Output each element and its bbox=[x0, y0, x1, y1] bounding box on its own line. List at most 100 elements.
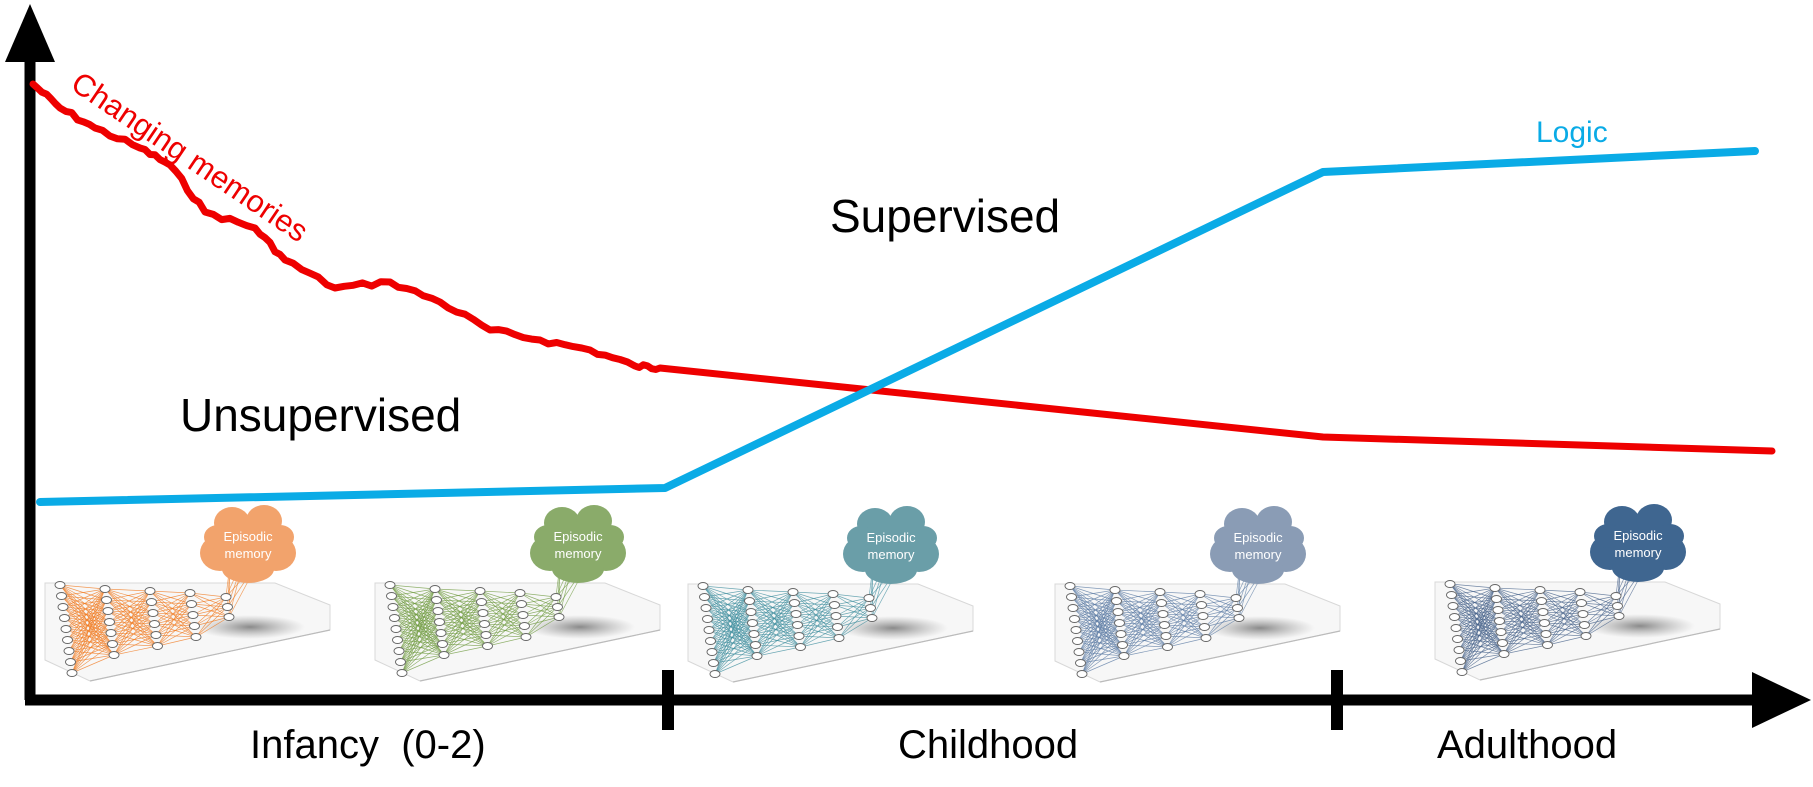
network-node bbox=[1453, 646, 1465, 654]
network-edge bbox=[1496, 589, 1541, 600]
network-node bbox=[480, 631, 492, 639]
network-node bbox=[152, 642, 163, 650]
network-edge bbox=[1116, 591, 1161, 602]
network-node bbox=[1612, 602, 1623, 610]
network-edge bbox=[1167, 615, 1204, 648]
network-edge bbox=[1204, 617, 1240, 628]
network-edge bbox=[1579, 591, 1618, 607]
network-edge bbox=[832, 593, 873, 619]
network-node bbox=[832, 623, 843, 631]
episodic-label-line1: Episodic bbox=[866, 530, 916, 545]
network-edge bbox=[838, 617, 873, 639]
network-node bbox=[1491, 595, 1502, 603]
network-edge bbox=[794, 593, 834, 604]
network-node bbox=[389, 614, 400, 622]
network-node bbox=[1542, 641, 1553, 649]
episodic-label-line1: Episodic bbox=[1613, 528, 1663, 543]
network-edge bbox=[525, 616, 560, 638]
network-node bbox=[1160, 632, 1172, 640]
network-node bbox=[1109, 586, 1121, 594]
network-node bbox=[1580, 632, 1592, 640]
network-node bbox=[744, 597, 755, 605]
network-edge bbox=[191, 603, 228, 608]
network-node bbox=[149, 620, 160, 628]
network-edge bbox=[1582, 605, 1618, 615]
network-edge bbox=[401, 654, 445, 674]
network-edge bbox=[835, 597, 870, 617]
network-node bbox=[386, 592, 397, 600]
network-node bbox=[1075, 659, 1086, 667]
network-node bbox=[514, 589, 526, 597]
network-node bbox=[787, 588, 799, 596]
network-edge bbox=[1503, 589, 1541, 655]
network-edge bbox=[519, 592, 557, 598]
network-edge bbox=[1199, 593, 1238, 609]
network-edge bbox=[702, 585, 749, 591]
network-edge bbox=[71, 643, 113, 674]
network-node bbox=[793, 632, 805, 640]
network-edge bbox=[753, 591, 794, 635]
network-edge bbox=[710, 589, 749, 642]
network-edge bbox=[1167, 626, 1205, 648]
network-edge bbox=[113, 590, 151, 656]
network-node bbox=[866, 614, 878, 622]
network-edge bbox=[1584, 615, 1620, 626]
network-node bbox=[104, 618, 115, 626]
network-edge bbox=[707, 589, 749, 620]
network-node bbox=[697, 582, 709, 590]
network-edge bbox=[1167, 593, 1201, 648]
network-edge bbox=[191, 603, 230, 618]
network-edge bbox=[1202, 597, 1237, 617]
network-edge bbox=[71, 632, 112, 674]
network-node bbox=[1444, 580, 1456, 588]
network-edge bbox=[750, 591, 794, 613]
network-edge bbox=[1167, 637, 1207, 648]
network-node bbox=[1539, 619, 1550, 627]
network-4: Episodic memory bbox=[1054, 506, 1341, 683]
network-edge bbox=[1460, 587, 1496, 662]
network-edge bbox=[189, 592, 228, 608]
network-node bbox=[1112, 608, 1124, 616]
network-edge bbox=[832, 593, 870, 599]
network-node bbox=[1072, 637, 1083, 645]
network-edge bbox=[440, 590, 481, 634]
network-node bbox=[747, 619, 758, 627]
network-edge bbox=[797, 593, 834, 626]
network-edge bbox=[1545, 591, 1581, 635]
cloud-puff bbox=[1232, 556, 1284, 584]
network-node bbox=[144, 587, 156, 595]
network-edge bbox=[1461, 642, 1503, 673]
network-edge bbox=[68, 588, 106, 652]
network-edge bbox=[1123, 613, 1164, 657]
network-edge bbox=[1494, 587, 1541, 591]
network-edge bbox=[195, 616, 230, 638]
network-edge bbox=[1164, 593, 1201, 626]
network-edge bbox=[401, 588, 436, 674]
network-node bbox=[1579, 621, 1590, 629]
network-edge bbox=[401, 643, 443, 674]
network-edge bbox=[1579, 591, 1617, 597]
network-node bbox=[1534, 586, 1546, 594]
network-edge bbox=[524, 596, 557, 627]
network-edge bbox=[524, 616, 560, 627]
stage-label-adulthood: Adulthood bbox=[1437, 723, 1617, 767]
network-node bbox=[1449, 613, 1460, 621]
network-node bbox=[108, 651, 120, 659]
episodic-label-line2: memory bbox=[1235, 547, 1282, 562]
network-node bbox=[477, 609, 489, 617]
network-edge bbox=[522, 596, 557, 616]
network-node bbox=[60, 625, 72, 633]
logic-label: Logic bbox=[1536, 116, 1608, 149]
episodic-label-line1: Episodic bbox=[223, 529, 273, 544]
cloud-shadow bbox=[1585, 614, 1695, 638]
network-node bbox=[220, 593, 232, 601]
network-edge bbox=[1461, 598, 1497, 673]
network-edge bbox=[1541, 591, 1581, 602]
cloud-puff bbox=[865, 556, 917, 584]
network-edge bbox=[834, 604, 871, 609]
network-node bbox=[102, 607, 114, 615]
network-edge bbox=[1204, 597, 1237, 628]
network-edge bbox=[443, 634, 487, 656]
network-node bbox=[190, 633, 202, 641]
